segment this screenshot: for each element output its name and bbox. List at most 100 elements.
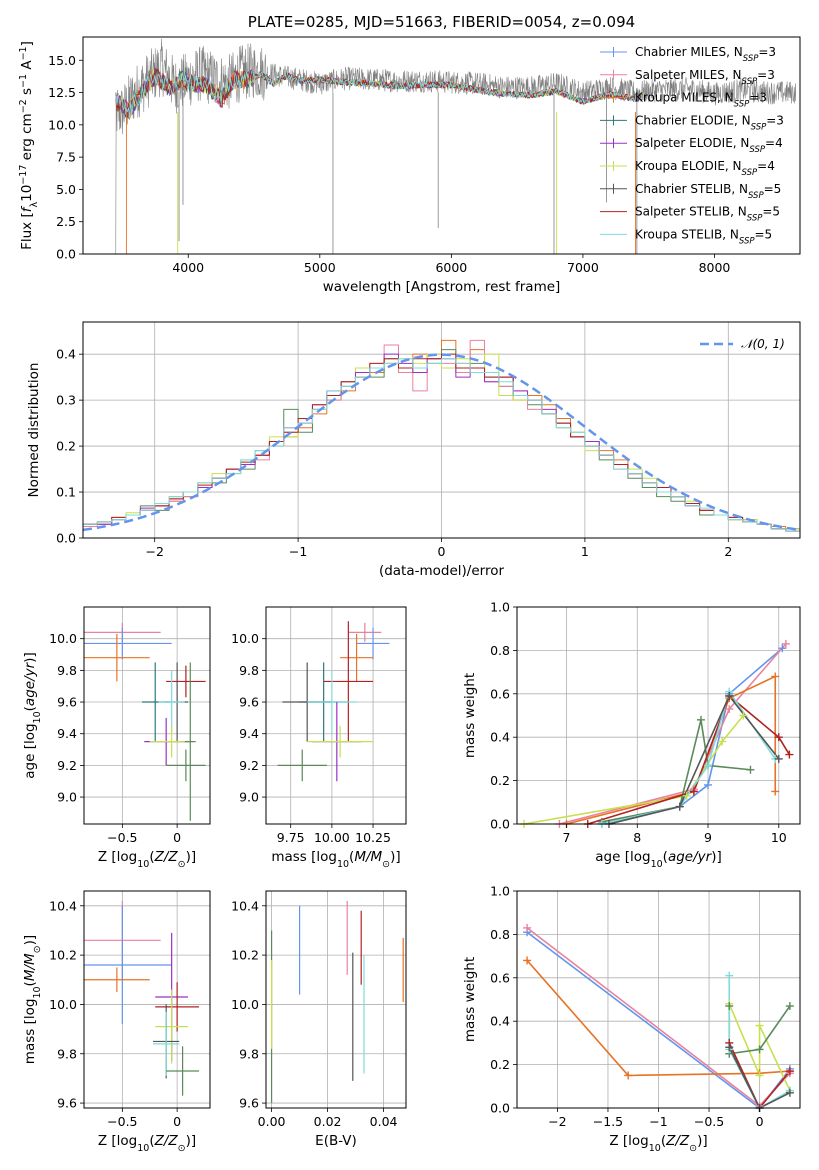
y-tick-label: 0.3 [56,393,76,408]
x-tick-label: 0 [756,1114,764,1129]
axes-frame [265,606,407,825]
y-axis-label: Flux [fλ10−17 erg cm−2 s−1 A−1] [18,41,40,250]
axes-frame [82,36,801,255]
chart-mass-vs-ebv: 0.00 0.02 0.04 9.6 9.8 10.0 10.2 10.4 E(B-V) [231,890,407,1149]
legend-label: Chabrier MILES, NSSP=3 [635,45,776,64]
axes-frame [265,890,407,1109]
x-axis-label: Z [log10(Z/Z⊙)] [98,1133,196,1154]
weight-series-line [728,1042,791,1108]
x-axis-label: Z [log10(Z/Z⊙)] [609,1133,707,1154]
legend-label: Kroupa MILES, NSSP=3 [635,91,767,110]
legend-label: Kroupa STELIB, NSSP=5 [635,227,772,246]
plot-area-mass-vs-ebv [271,900,404,1104]
y-tick-label: 10.0 [231,997,259,1012]
y-axis-label: mass weight [462,957,478,1042]
y-tick-label: 9.4 [57,726,77,741]
x-tick-label: 10 [771,830,787,845]
y-tick-label: 10.0 [49,631,77,646]
x-axis-label: age [log10(age/yr)] [595,849,721,870]
x-tick-label: −1.5 [593,1114,623,1129]
x-tick-label: 1 [581,544,589,559]
y-tick-label: 0.0 [56,531,76,546]
chart-residual-hist: −2 −1 0 1 2 0.0 0.1 0.2 0.3 0.4 (data-model)/error… [26,321,801,579]
legend-label: Salpeter ELODIE, NSSP=4 [635,136,783,155]
legend-label: Chabrier ELODIE, NSSP=3 [635,113,784,132]
x-tick-label: 0.00 [258,1114,286,1129]
y-tick-label: 7.5 [56,150,76,165]
weight-series-line [526,931,791,1108]
y-tick-label: 12.5 [48,85,76,100]
y-axis-label: age [log10(age/yr)] [22,652,43,778]
y-tick-label: 0.0 [56,247,76,262]
y-axis-label: mass [log10(M/M⊙)] [22,935,43,1064]
weight-series-line [523,714,745,824]
x-tick-label: 10.00 [314,830,350,845]
weight-series-line [526,959,790,1077]
y-tick-label: 0.0 [490,817,510,832]
y-tick-label: 0.6 [490,686,510,701]
y-axis-label: mass weight [462,673,478,758]
y-tick-label: 0.4 [490,730,510,745]
y-tick-label: 15.0 [48,53,76,68]
x-tick-label: 0 [173,830,181,845]
y-tick-label: 9.6 [57,695,77,710]
y-tick-label: 0.4 [56,347,76,362]
x-tick-label: −1 [289,544,307,559]
y-tick-label: 9.6 [57,1096,77,1111]
y-tick-label: 9.8 [57,663,77,678]
plot-area-age-vs-mass [277,621,390,782]
observed-spectrum [114,38,797,254]
weight-series-line [601,647,783,824]
y-tick-label: 10.0 [231,631,259,646]
y-tick-label: 0.4 [490,1014,510,1029]
y-tick-label: 9.8 [239,663,259,678]
x-axis-label: wavelength [Angstrom, rest frame] [323,279,561,295]
axes-frame [83,606,211,825]
y-tick-label: 0.6 [490,970,510,985]
y-tick-label: 9.2 [239,758,259,773]
weight-series-line [728,1046,791,1108]
y-tick-label: 9.4 [239,726,259,741]
chart-age-vs-Z: −0.5 0 9.0 9.2 9.4 9.6 9.8 10.0 Z [log10(Z/Z⊙)] a… [22,606,211,870]
y-axis-label: Normed distribution [26,363,42,498]
chart-title: PLATE=0285, MJD=51663, FIBERID=0054, z=0… [248,13,635,31]
legend-label: Kroupa ELODIE, NSSP=4 [635,159,775,178]
chart-spectrum: PLATE=0285, MJD=51663, FIBERID=0054, z=0… [18,13,801,295]
plot-area-weight-vs-Z [526,927,791,1108]
x-tick-label: 6000 [435,260,467,275]
y-tick-label: 0.2 [490,773,510,788]
y-tick-label: 2.5 [56,214,76,229]
x-tick-label: −2 [548,1114,566,1129]
x-tick-label: 8000 [699,260,731,275]
x-tick-label: 0 [173,1114,181,1129]
x-axis-label: (data-model)/error [379,563,505,579]
legend-label: Salpeter STELIB, NSSP=5 [635,205,780,224]
chart-mass-vs-Z: −0.5 0 9.6 9.8 10.0 10.2 10.4 Z [log10(Z/Z⊙)] ma… [22,890,211,1154]
y-tick-label: 10.4 [49,898,77,913]
x-tick-label: 2 [724,544,732,559]
x-axis-label: mass [log10(M/M⊙)] [271,849,400,870]
y-tick-label: 1.0 [490,600,510,615]
plot-area-age-vs-Z [84,622,206,821]
x-tick-label: 5000 [304,260,336,275]
y-tick-label: 9.6 [239,695,259,710]
x-tick-label: 0.02 [314,1114,342,1129]
legend-label: Chabrier STELIB, NSSP=5 [635,182,781,201]
x-tick-label: 0.04 [370,1114,398,1129]
weight-series-line [566,675,777,824]
weight-series-line [587,695,791,824]
y-tick-label: 9.2 [57,758,77,773]
plot-area-spectrum [114,38,797,254]
x-axis-label: E(B-V) [315,1133,357,1149]
y-tick-label: 9.0 [239,790,259,805]
x-tick-label: 7000 [567,260,599,275]
y-tick-label: 9.8 [57,1046,77,1061]
y-tick-label: 10.0 [49,997,77,1012]
chart-weight-vs-Z: −2 −1.5 −1 −0.5 0 0.0 0.2 0.4 0.6 0.8 1.0 Z [log10(… [462,884,801,1154]
x-tick-label: −2 [145,544,163,559]
axes-frame [516,606,801,825]
histogram-series [83,358,800,532]
y-tick-label: 5.0 [56,182,76,197]
y-tick-label: 10.2 [49,948,77,963]
